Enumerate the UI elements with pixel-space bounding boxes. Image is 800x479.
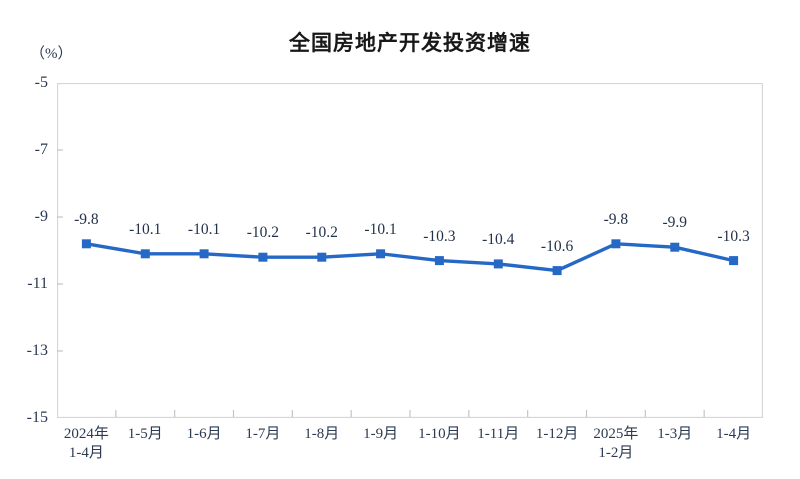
x-tick-label: 1-5月	[127, 426, 163, 442]
data-label: -10.3	[717, 227, 750, 245]
y-axis-unit-label: （%）	[30, 46, 73, 62]
data-label: -10.2	[246, 224, 280, 242]
x-tick-label: 1-4月	[716, 426, 752, 442]
investment-growth-line	[84, 242, 736, 273]
x-tick-label: 1-11月	[477, 426, 520, 442]
y-tick-label: -9	[34, 208, 48, 225]
y-tick-label: -13	[26, 342, 48, 359]
plot-border	[57, 83, 763, 418]
data-point-marker	[611, 239, 621, 249]
data-label: -9.8	[603, 210, 629, 228]
data-point-marker	[552, 266, 562, 276]
data-point-marker	[376, 249, 386, 259]
y-tick-label: -11	[27, 275, 48, 292]
data-label: -10.6	[540, 237, 574, 255]
x-tick-label: 1-6月	[186, 426, 222, 442]
data-point-marker	[670, 242, 680, 252]
data-point-marker	[258, 252, 268, 262]
data-point-marker	[729, 256, 739, 266]
data-label: -10.4	[482, 230, 515, 248]
data-label: -10.2	[305, 224, 338, 242]
y-tick-label: -5	[34, 74, 48, 91]
data-point-marker	[317, 252, 327, 262]
data-label: -10.1	[187, 220, 221, 238]
plot-area	[57, 83, 763, 418]
x-tick-label: 1-7月	[245, 426, 281, 442]
data-label: -10.1	[364, 220, 397, 238]
data-point-marker	[493, 259, 503, 269]
data-label: -9.8	[74, 210, 99, 228]
data-point-marker	[140, 249, 150, 259]
chart-title: 全国房地产开发投资增速	[289, 32, 531, 55]
x-tick-label: 1-12月	[535, 426, 579, 442]
data-label: -9.9	[662, 214, 688, 232]
x-tick-label: 1-3月	[657, 426, 693, 442]
data-point-marker	[81, 239, 91, 249]
data-point-marker	[434, 256, 444, 266]
x-tick-label: 2025年 1-2月	[593, 426, 639, 461]
x-tick-label: 2024年 1-4月	[63, 426, 109, 461]
y-tick-label: -15	[26, 409, 48, 426]
x-tick-label: 1-9月	[363, 426, 399, 442]
data-label: -10.3	[423, 227, 456, 245]
x-tick-label: 1-8月	[304, 426, 340, 442]
data-label: -10.1	[129, 220, 162, 238]
x-tick-label: 1-10月	[418, 426, 461, 442]
data-point-marker	[199, 249, 209, 259]
y-tick-label: -7	[34, 141, 48, 158]
